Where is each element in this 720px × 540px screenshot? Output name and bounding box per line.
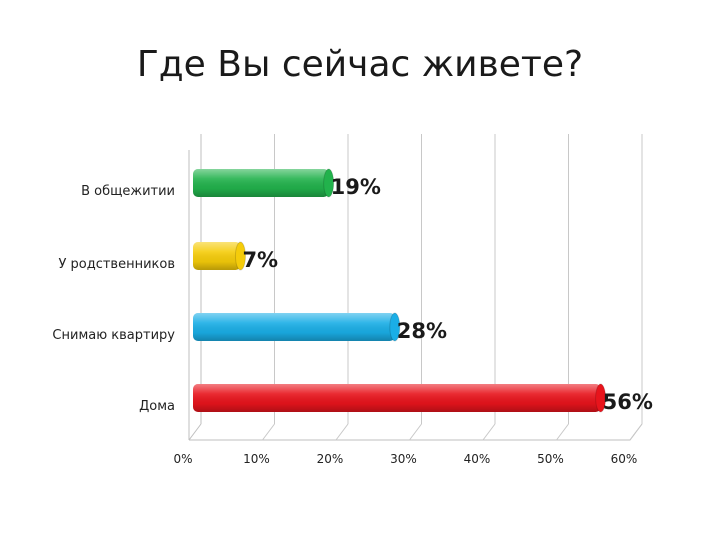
x-tick-label: 20%	[317, 452, 344, 466]
category-label: Дома	[139, 399, 175, 414]
gridlines	[262, 134, 643, 441]
data-label: 56%	[603, 390, 653, 414]
bar-2	[193, 312, 401, 342]
data-labels: 56% 28% 7% 19%	[242, 175, 652, 414]
x-tick-label: 60%	[611, 452, 638, 466]
bar-3	[193, 241, 246, 271]
bar-1	[193, 383, 607, 413]
category-label: В общежитии	[81, 184, 175, 199]
data-label: 28%	[397, 319, 447, 343]
data-label: 19%	[331, 175, 381, 199]
tick-labels: 0% 10% 20% 30% 40% 50% 60%	[173, 452, 637, 466]
category-labels: Дома Снимаю квартиру У родственников В обще…	[52, 184, 175, 414]
bars	[193, 168, 607, 413]
x-tick-label: 50%	[537, 452, 564, 466]
data-label: 7%	[242, 248, 278, 272]
x-tick-label: 40%	[464, 452, 491, 466]
x-tick-label: 10%	[243, 452, 270, 466]
category-label: Снимаю квартиру	[52, 328, 175, 343]
x-tick-label: 30%	[390, 452, 417, 466]
category-label: У родственников	[58, 257, 175, 272]
bar-4	[193, 168, 335, 198]
x-tick-label: 0%	[173, 452, 192, 466]
chart-title: Где Вы сейчас живете?	[136, 44, 584, 85]
